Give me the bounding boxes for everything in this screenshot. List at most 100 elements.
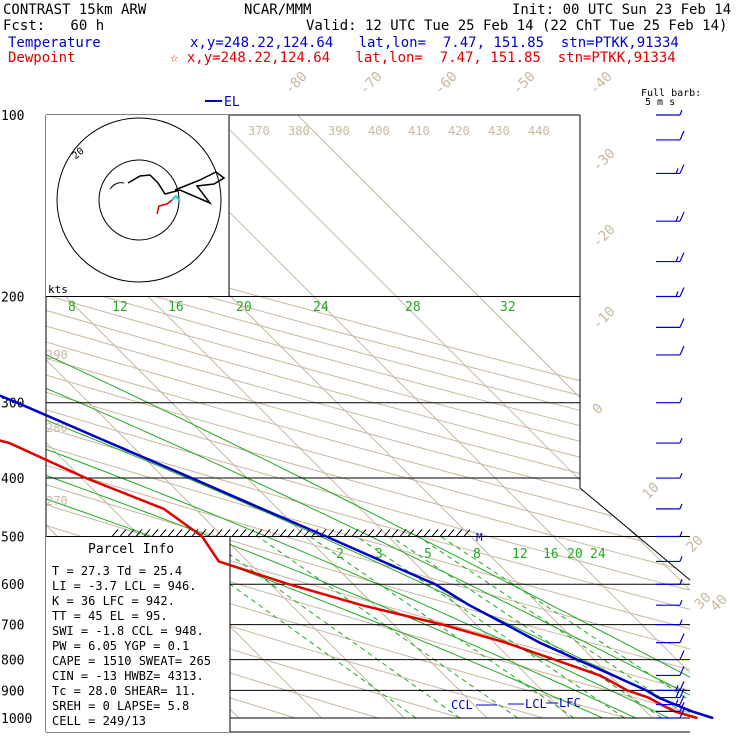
wind-barb-halfflag — [675, 291, 679, 297]
mixing-ratio-label: 5 — [424, 547, 432, 562]
isotherm-label: -20 — [590, 222, 619, 251]
wind-barb-flag — [679, 708, 685, 719]
wind-barb-flag — [679, 650, 685, 660]
dewpoint-point — [8, 442, 11, 444]
hatch-tick — [359, 529, 367, 537]
ccl-label: CCL — [451, 698, 473, 712]
mixing-ratio-label: 12 — [512, 547, 528, 562]
wind-barb-halfflag — [679, 531, 683, 537]
hatch-tick — [143, 529, 151, 537]
barb-title: Full barb: — [641, 88, 701, 99]
temperature-location: x,y=248.22,124.64 lat,lon= 7.47, 151.85 … — [190, 35, 679, 51]
pressure-label: 600 — [1, 578, 24, 593]
dry-adiabat — [46, 115, 690, 719]
mixing-ratio-label: 8 — [473, 547, 481, 562]
isotherm-line — [214, 115, 690, 719]
lfc-label: LFC — [559, 696, 581, 710]
dry-adiabat — [46, 115, 690, 719]
hodograph-trace-black — [127, 171, 226, 205]
model-title: CONTRAST 15km ARW — [3, 2, 147, 18]
pressure-label: 200 — [1, 291, 24, 306]
dry-adiabat — [46, 115, 690, 719]
mixing-ratio-label: 24 — [590, 547, 606, 562]
forecast-hour: Fcst: 60 h — [3, 18, 105, 34]
mixing-ratio-label: 8 — [68, 300, 76, 315]
hatch-tick — [335, 529, 343, 537]
dewpoint-point — [287, 583, 290, 585]
m-label: M — [476, 531, 483, 544]
wind-barb-flag — [679, 666, 685, 676]
theta-label: 420 — [448, 124, 470, 138]
isotherm-label: -80 — [282, 69, 311, 98]
dry-adiabat — [46, 115, 462, 719]
hatch-tick — [295, 529, 303, 537]
wind-barb-halfflag — [679, 109, 683, 116]
wind-barb-halfflag — [679, 437, 683, 444]
isotherm-label: 0 — [590, 401, 607, 418]
dewpoint-point — [647, 696, 650, 699]
isotherm-line — [46, 115, 405, 719]
hatch-tick — [231, 529, 239, 537]
wind-barb-halfflag — [679, 599, 683, 606]
dry-adiabat — [46, 115, 690, 719]
parcel-row: CIN = -13 HWBZ= 4313. — [52, 669, 204, 683]
dewpoint-location: ☆ x,y=248.22,124.64 lat,lon= 7.47, 151.8… — [170, 50, 676, 66]
hodograph-unit: kts — [48, 283, 68, 296]
mixing-ratio-line — [390, 536, 663, 719]
mixing-ratio-label: 16 — [168, 300, 184, 315]
hatch-tick — [183, 529, 191, 537]
isotherm-label: -10 — [590, 304, 619, 333]
dewpoint-point — [441, 623, 444, 626]
plot-step-border — [579, 487, 691, 581]
pressure-label: 500 — [1, 530, 24, 545]
hatch-tick — [407, 529, 415, 537]
parcel-row: LI = -3.7 LCL = 946. — [52, 579, 197, 593]
parcel-title: Parcel Info — [88, 542, 174, 557]
wind-barb-flag — [679, 633, 685, 643]
theta-side-label: 270 — [46, 494, 68, 508]
hatch-tick — [415, 529, 423, 537]
isotherm-line — [131, 115, 690, 719]
hatch-tick — [351, 529, 359, 537]
dry-adiabat — [46, 115, 379, 719]
isotherm-line — [297, 115, 690, 719]
hatch-tick — [135, 529, 143, 537]
wind-barb-flag — [679, 695, 685, 705]
mixing-ratio-line — [257, 536, 519, 719]
wind-barb-flag — [679, 130, 685, 141]
valid-time: Valid: 12 UTC Tue 25 Feb 14 (22 ChT Tue … — [306, 18, 728, 34]
pressure-label: 400 — [1, 472, 24, 487]
mixing-ratio-line — [417, 536, 690, 719]
parcel-row: CAPE = 1510 SWEAT= 265 — [52, 654, 211, 668]
mixing-ratio-label: 24 — [313, 300, 329, 315]
hatch-tick — [207, 529, 215, 537]
hatch-tick — [391, 529, 399, 537]
hatch-tick — [223, 529, 231, 537]
parcel-rows: T = 27.3 Td = 25.4LI = -3.7 LCL = 946.K … — [52, 564, 211, 728]
mixing-ratio-line — [163, 536, 417, 719]
theta-label: 390 — [328, 124, 350, 138]
hatch-tick — [175, 529, 183, 537]
hatch-tick — [439, 529, 447, 537]
theta-side-label: 280 — [46, 421, 68, 435]
temperature-point — [505, 623, 507, 626]
wind-barb-flag — [679, 287, 685, 297]
hatch-tick — [455, 529, 463, 537]
hatch-tick — [255, 529, 263, 537]
parcel-row: T = 27.3 Td = 25.4 — [52, 564, 182, 578]
mixing-ratio-label: 20 — [236, 300, 252, 315]
dewpoint-point — [553, 658, 556, 661]
temperature-point — [434, 583, 436, 585]
isotherm-label: -70 — [357, 69, 386, 98]
dry-adiabat — [46, 115, 690, 719]
hatch-tick — [279, 529, 287, 537]
isotherm-label: 10 — [640, 480, 663, 503]
temperature-point — [691, 710, 693, 713]
pressure-label: 900 — [1, 684, 24, 699]
wind-barb-flag — [679, 688, 685, 698]
dewpoint-legend: Dewpoint — [8, 50, 76, 66]
theta-label: 380 — [288, 124, 310, 138]
wind-barb-flag — [679, 318, 685, 328]
wind-barb-flag — [679, 211, 685, 222]
isotherm-label: 40 — [708, 592, 731, 615]
